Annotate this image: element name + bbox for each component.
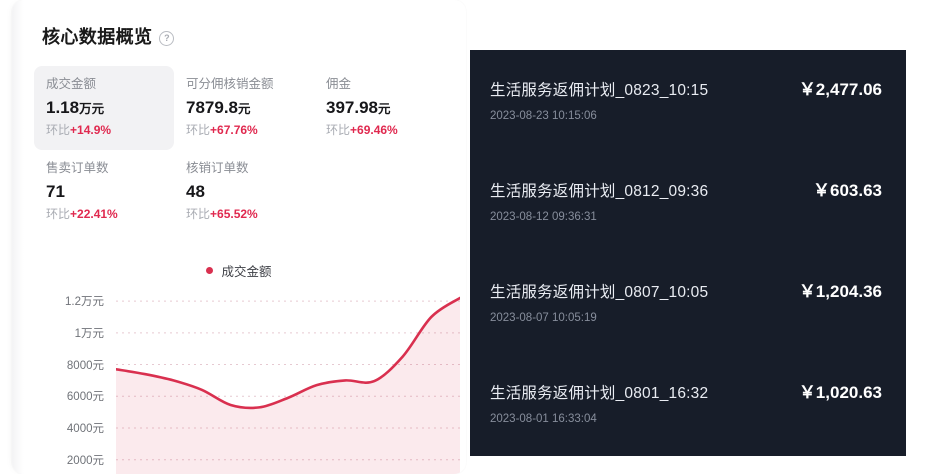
metric-label: 售卖订单数 [46,161,109,175]
metric-card-gmv[interactable]: 成交金额 1.18万元 环比+14.9% [34,66,174,150]
metric-unit: 元 [238,101,251,116]
transaction-list: 生活服务返佣计划_0823_10:15 ￥2,477.06 2023-08-23 1… [470,50,906,454]
transaction-datetime: 2023-08-07 10:05:19 [490,311,597,324]
metric-card-empty-slot [314,150,454,234]
transaction-row-header: 生活服务返佣计划_0823_10:15 ￥2,477.06 [490,80,882,101]
metric-value: 1.18万元 [46,97,162,120]
gmv-trend-chart: 成交金额 1.2万元 1万元 8000元 6000元 4000元 2000元 [12,250,466,474]
chart-y-tick-label: 1.2万元 [65,296,104,309]
metric-delta-value: +22.41% [70,206,118,221]
transaction-row[interactable]: 生活服务返佣计划_0801_16:32 ￥1,020.63 2023-08-01 1… [470,353,906,454]
metric-delta-prefix: 环比 [186,206,211,221]
transaction-amount: ￥603.63 [813,181,882,200]
transaction-amount: ￥2,477.06 [798,80,882,99]
legend-label: 成交金额 [221,265,272,279]
rebate-transactions-panel: 生活服务返佣计划_0823_10:15 ￥2,477.06 2023-08-23 1… [470,50,906,456]
transaction-title: 生活服务返佣计划_0807_10:05 [490,284,709,301]
transaction-row-header: 生活服务返佣计划_0812_09:36 ￥603.63 [490,181,882,202]
metric-number: 48 [186,181,205,201]
metric-unit: 万元 [79,101,105,116]
metric-value: 71 [46,181,162,204]
transaction-row[interactable]: 生活服务返佣计划_0812_09:36 ￥603.63 2023-08-12 09:… [470,151,906,252]
chart-legend: 成交金额 [12,261,466,280]
chart-y-tick-label: 2000元 [66,454,104,467]
metric-delta: 环比+67.76% [186,122,302,138]
chart-area-fill [116,297,460,474]
chart-y-tick-label: 8000元 [66,359,104,372]
metric-delta-prefix: 环比 [46,206,71,221]
chart-y-tick-label: 6000元 [66,391,104,404]
metric-delta-value: +14.9% [70,122,112,137]
metric-number: 7879.8 [186,97,238,117]
metric-label: 佣金 [326,77,352,91]
metric-row-2: 售卖订单数 71 环比+22.41% 核销订单数 48 环比+65.52% [34,150,454,234]
chart-series-line [116,296,460,410]
metric-delta-prefix: 环比 [186,122,211,137]
transaction-row[interactable]: 生活服务返佣计划_0823_10:15 ￥2,477.06 2023-08-23 1… [470,50,906,151]
metric-delta-value: +67.76% [210,122,258,137]
metric-label: 可分佣核销金额 [186,77,274,91]
metric-delta: 环比+22.41% [46,206,162,222]
metric-card-commissionable-amount[interactable]: 可分佣核销金额 7879.8元 环比+67.76% [174,66,314,150]
metric-delta-prefix: 环比 [326,122,351,137]
metric-unit: 元 [378,101,391,116]
metric-value: 7879.8元 [186,97,302,120]
metric-number: 1.18 [46,97,80,117]
metric-delta-value: +65.52% [210,206,258,221]
metric-label: 成交金额 [46,77,97,91]
chart-y-tick-label: 4000元 [66,423,104,435]
core-data-overview-card: 核心数据概览 ? 成交金额 1.18万元 环比+14.9% 可分佣核销金额 78… [12,0,466,474]
metric-value: 397.98元 [326,97,442,120]
transaction-amount: ￥1,020.63 [798,383,882,402]
transaction-title: 生活服务返佣计划_0801_16:32 [490,385,709,402]
metric-delta: 环比+65.52% [186,206,302,222]
metric-card-sold-orders[interactable]: 售卖订单数 71 环比+22.41% [34,150,174,234]
transaction-row-header: 生活服务返佣计划_0801_16:32 ￥1,020.63 [490,383,882,404]
metric-number: 397.98 [326,97,378,117]
chart-svg [116,296,460,474]
metric-card-redeemed-orders[interactable]: 核销订单数 48 环比+65.52% [174,150,314,234]
transaction-datetime: 2023-08-23 10:15:06 [490,109,597,122]
transaction-row[interactable]: 生活服务返佣计划_0807_10:05 ￥1,204.36 2023-08-07 1… [470,252,906,353]
metric-value: 48 [186,181,302,204]
transaction-datetime: 2023-08-01 16:33:04 [490,412,597,425]
metric-delta: 环比+14.9% [46,122,162,138]
metric-delta-value: +69.46% [350,122,398,137]
metric-row-1: 成交金额 1.18万元 环比+14.9% 可分佣核销金额 7879.8元 环比+… [34,66,454,150]
metric-delta-prefix: 环比 [46,122,71,137]
question-mark-circle-icon[interactable]: ? [159,30,175,46]
chart-y-axis: 1.2万元 1万元 8000元 6000元 4000元 2000元 [30,290,108,474]
chart-canvas [116,290,460,474]
metric-number: 71 [46,181,65,201]
chart-y-tick-label: 1万元 [74,327,104,340]
card-left-edge-shadow [12,0,24,474]
metric-card-commission[interactable]: 佣金 397.98元 环比+69.46% [314,66,454,150]
metric-label: 核销订单数 [186,161,249,175]
transaction-row-header: 生活服务返佣计划_0807_10:05 ￥1,204.36 [490,282,882,303]
chart-plot-area: 1.2万元 1万元 8000元 6000元 4000元 2000元 [30,290,460,474]
transaction-title: 生活服务返佣计划_0823_10:15 [490,82,709,99]
transaction-datetime: 2023-08-12 09:36:31 [490,210,597,223]
transaction-title: 生活服务返佣计划_0812_09:36 [490,183,709,200]
metric-delta: 环比+69.46% [326,122,442,138]
page-title: 核心数据概览 [42,27,153,47]
transaction-amount: ￥1,204.36 [798,282,882,301]
legend-dot-icon [206,267,214,274]
card-header: 核心数据概览 ? [42,27,175,47]
metric-grid: 成交金额 1.18万元 环比+14.9% 可分佣核销金额 7879.8元 环比+… [34,66,454,234]
